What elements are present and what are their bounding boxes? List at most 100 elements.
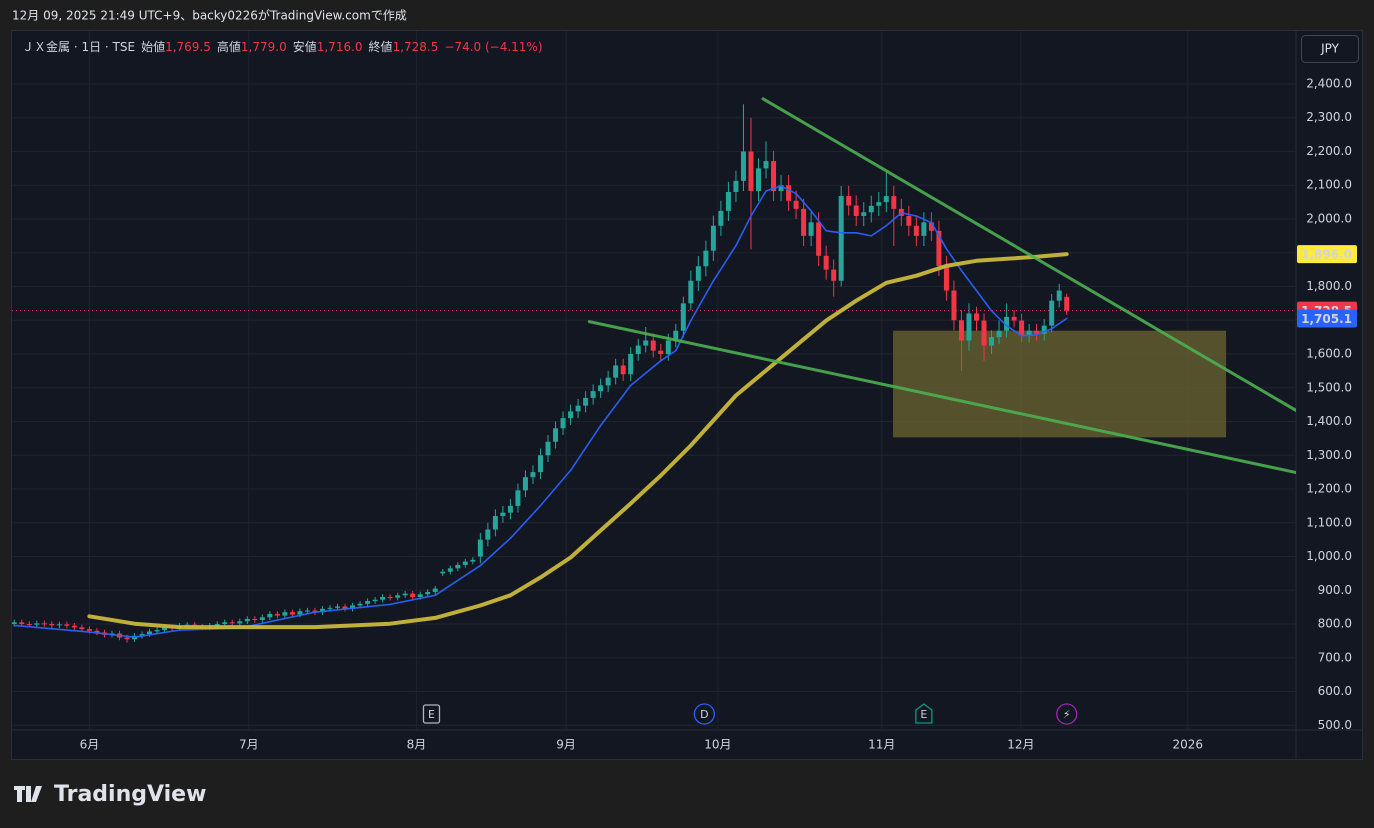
candle-body — [868, 205, 874, 213]
event-marker — [1056, 703, 1078, 725]
y-tick-label: 1,400.0 — [1306, 414, 1352, 428]
caption: 12月 09, 2025 21:49 UTC+9、backy0226がTradi… — [12, 8, 407, 23]
candle-body — [568, 411, 574, 419]
x-tick-label: 8月 — [407, 738, 427, 752]
candle-body — [252, 618, 258, 620]
candle-body — [786, 185, 792, 201]
candle-body — [981, 320, 987, 346]
candle-body — [319, 608, 325, 613]
candle-body — [996, 330, 1002, 338]
candle-body — [365, 601, 371, 604]
price-tag-label: 1,705.1 — [1301, 312, 1352, 326]
candle-body — [613, 365, 619, 378]
candle-body — [710, 225, 716, 251]
currency[interactable]: JPY — [1320, 42, 1340, 56]
candle-body — [695, 266, 701, 281]
candle-body — [387, 597, 393, 599]
y-tick-label: 1,600.0 — [1306, 347, 1352, 361]
event-label: ⚡ — [1063, 708, 1071, 721]
candle-body — [147, 631, 153, 635]
candle-body — [718, 210, 724, 226]
candle-body — [703, 250, 709, 267]
candle-body — [771, 160, 777, 191]
candle-body — [12, 622, 17, 625]
y-tick-label: 2,300.0 — [1306, 110, 1352, 124]
candle-body — [560, 418, 566, 429]
candle-body — [808, 222, 814, 236]
candle-body — [861, 212, 867, 216]
y-tick-label: 700.0 — [1318, 650, 1352, 664]
candle-body — [357, 603, 363, 606]
candle-body — [41, 623, 47, 625]
candle-body — [598, 385, 604, 392]
plot-area — [12, 97, 1296, 643]
candle-body — [49, 624, 55, 626]
candle-body — [658, 350, 664, 355]
candle-body — [928, 222, 934, 231]
candle-body — [342, 606, 348, 609]
y-tick-label: 1,000.0 — [1306, 549, 1352, 563]
candle-body — [605, 377, 611, 386]
candle-body — [951, 290, 957, 321]
event-marker — [422, 704, 441, 724]
candle-body — [974, 313, 980, 321]
candle-body — [455, 564, 461, 569]
candle-body — [34, 623, 40, 625]
close-value: 1,728.5 — [393, 40, 439, 54]
low-label: 安値 — [293, 39, 317, 54]
candle-body — [816, 222, 822, 256]
candle-body — [1041, 325, 1047, 334]
x-tick-label: 10月 — [704, 738, 731, 752]
candle-body — [876, 202, 882, 206]
candle-body — [763, 160, 769, 169]
candle-body — [590, 391, 596, 398]
candle-body — [297, 611, 303, 615]
y-tick-label: 2,100.0 — [1306, 178, 1352, 192]
candle-body — [19, 622, 25, 625]
y-tick-label: 2,200.0 — [1306, 144, 1352, 158]
y-tick-label: 1,100.0 — [1306, 515, 1352, 529]
close-label: 終値 — [369, 39, 393, 54]
currency-button[interactable] — [1301, 35, 1359, 63]
candle-body — [958, 320, 964, 341]
candle-body — [56, 624, 62, 626]
candle-body — [1034, 330, 1040, 334]
candle-body — [823, 255, 829, 270]
y-tick-label: 800.0 — [1318, 617, 1352, 631]
low-value: 1,716.0 — [317, 40, 363, 54]
legend: ＪＸ金属 · 1日 · TSE 始値1,769.5 高値1,779.0 安値1,716… — [22, 39, 543, 54]
candle-body — [500, 512, 506, 517]
y-tick-label: 1,800.0 — [1306, 279, 1352, 293]
high-label: 高値 — [217, 39, 241, 54]
zone — [893, 330, 1227, 438]
candle-body — [477, 539, 483, 557]
open-value: 1,769.5 — [165, 40, 211, 54]
candle-body — [410, 593, 416, 598]
candle-body — [432, 588, 438, 592]
candle-body — [124, 637, 130, 640]
candle-body — [673, 330, 679, 341]
candle-body — [913, 225, 919, 236]
candle-body — [921, 222, 927, 236]
candle-body — [289, 612, 295, 615]
event-marker — [693, 703, 716, 725]
x-tick-label: 11月 — [868, 738, 895, 752]
x-tick-label: 7月 — [239, 738, 259, 752]
y-tick-label: 1,500.0 — [1306, 380, 1352, 394]
candle-body — [282, 612, 288, 616]
candle-body — [507, 505, 513, 513]
y-tick-label: 900.0 — [1318, 583, 1352, 597]
candle-body — [222, 622, 228, 625]
change: −74.0 (−4.11%) — [444, 40, 542, 54]
candle-body — [748, 151, 754, 191]
candle-body — [395, 595, 401, 598]
candle-body — [440, 571, 446, 574]
candle-body — [462, 561, 468, 565]
event-label: D — [700, 708, 708, 721]
candle-body — [665, 340, 671, 355]
candle-body — [259, 617, 265, 620]
candle-body — [229, 622, 235, 624]
candle-body — [778, 185, 784, 191]
candle-body — [943, 265, 949, 291]
